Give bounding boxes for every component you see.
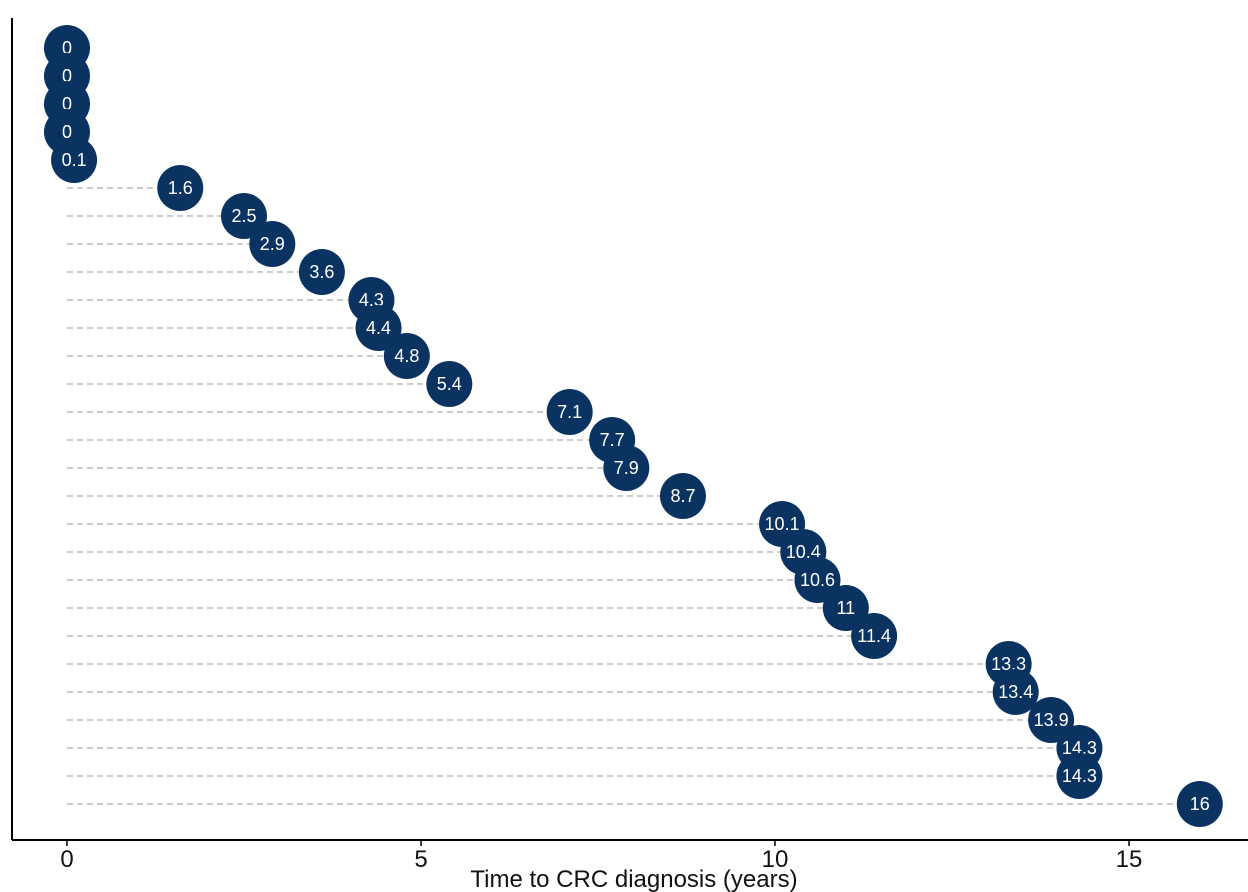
data-label: 0 <box>62 66 72 86</box>
data-label: 1.6 <box>168 178 193 198</box>
data-label: 0 <box>62 38 72 58</box>
x-ticks: 0 5 10 15 <box>60 840 1142 873</box>
data-points: 0 0 0 0 0.1 1.6 2.52.9 3.6 4.3 4.44.8 5.4 7.1 7.7 7.9… <box>44 25 1223 827</box>
data-point <box>1176 781 1223 827</box>
data-point <box>1028 697 1075 743</box>
data-label: 11 <box>836 598 855 618</box>
data-point <box>794 557 841 603</box>
data-label: 2.9 <box>260 234 285 254</box>
data-point <box>51 137 98 183</box>
data-point <box>603 445 650 491</box>
data-point <box>659 473 706 519</box>
data-label: 8.7 <box>670 486 695 506</box>
data-label: 4.3 <box>359 290 384 310</box>
data-point <box>298 249 345 295</box>
data-point <box>355 305 402 351</box>
data-label: 14.3 <box>1062 766 1097 786</box>
x-tick-label: 15 <box>1116 846 1143 873</box>
data-label: 0 <box>62 94 72 114</box>
data-label: 7.9 <box>614 458 639 478</box>
data-label: 7.1 <box>557 402 582 422</box>
data-label: 10.6 <box>800 570 835 590</box>
data-point <box>851 613 898 659</box>
data-point <box>249 221 296 267</box>
data-point <box>992 669 1039 715</box>
x-axis-title: Time to CRC diagnosis (years) <box>470 866 797 892</box>
x-tick-label: 5 <box>414 846 427 873</box>
data-label: 13.4 <box>998 682 1033 702</box>
data-label: 16 <box>1190 794 1210 814</box>
data-point <box>221 193 267 239</box>
data-label: 13.9 <box>1034 710 1069 730</box>
data-label: 10.4 <box>786 542 821 562</box>
data-point <box>1056 753 1103 799</box>
data-label: 0 <box>62 122 72 142</box>
data-label: 4.8 <box>394 346 419 366</box>
data-point <box>822 585 869 631</box>
data-label: 14.3 <box>1062 738 1097 758</box>
axes <box>11 18 1248 841</box>
data-label: 5.4 <box>437 374 462 394</box>
data-label: 3.6 <box>309 262 334 282</box>
data-point <box>383 333 430 379</box>
data-point <box>157 165 204 211</box>
data-label: 0.1 <box>62 150 87 170</box>
guide-lines <box>67 187 1200 805</box>
data-label: 7.7 <box>600 430 625 450</box>
data-label: 10.1 <box>765 514 800 534</box>
data-point <box>426 361 473 407</box>
data-label: 13.3 <box>991 654 1026 674</box>
x-tick-label: 0 <box>60 846 73 873</box>
data-label: 4.4 <box>366 318 391 338</box>
data-label: 11.4 <box>857 626 891 646</box>
x-tick-label: 10 <box>762 846 789 873</box>
data-point <box>546 389 593 435</box>
data-label: 2.5 <box>231 206 256 226</box>
